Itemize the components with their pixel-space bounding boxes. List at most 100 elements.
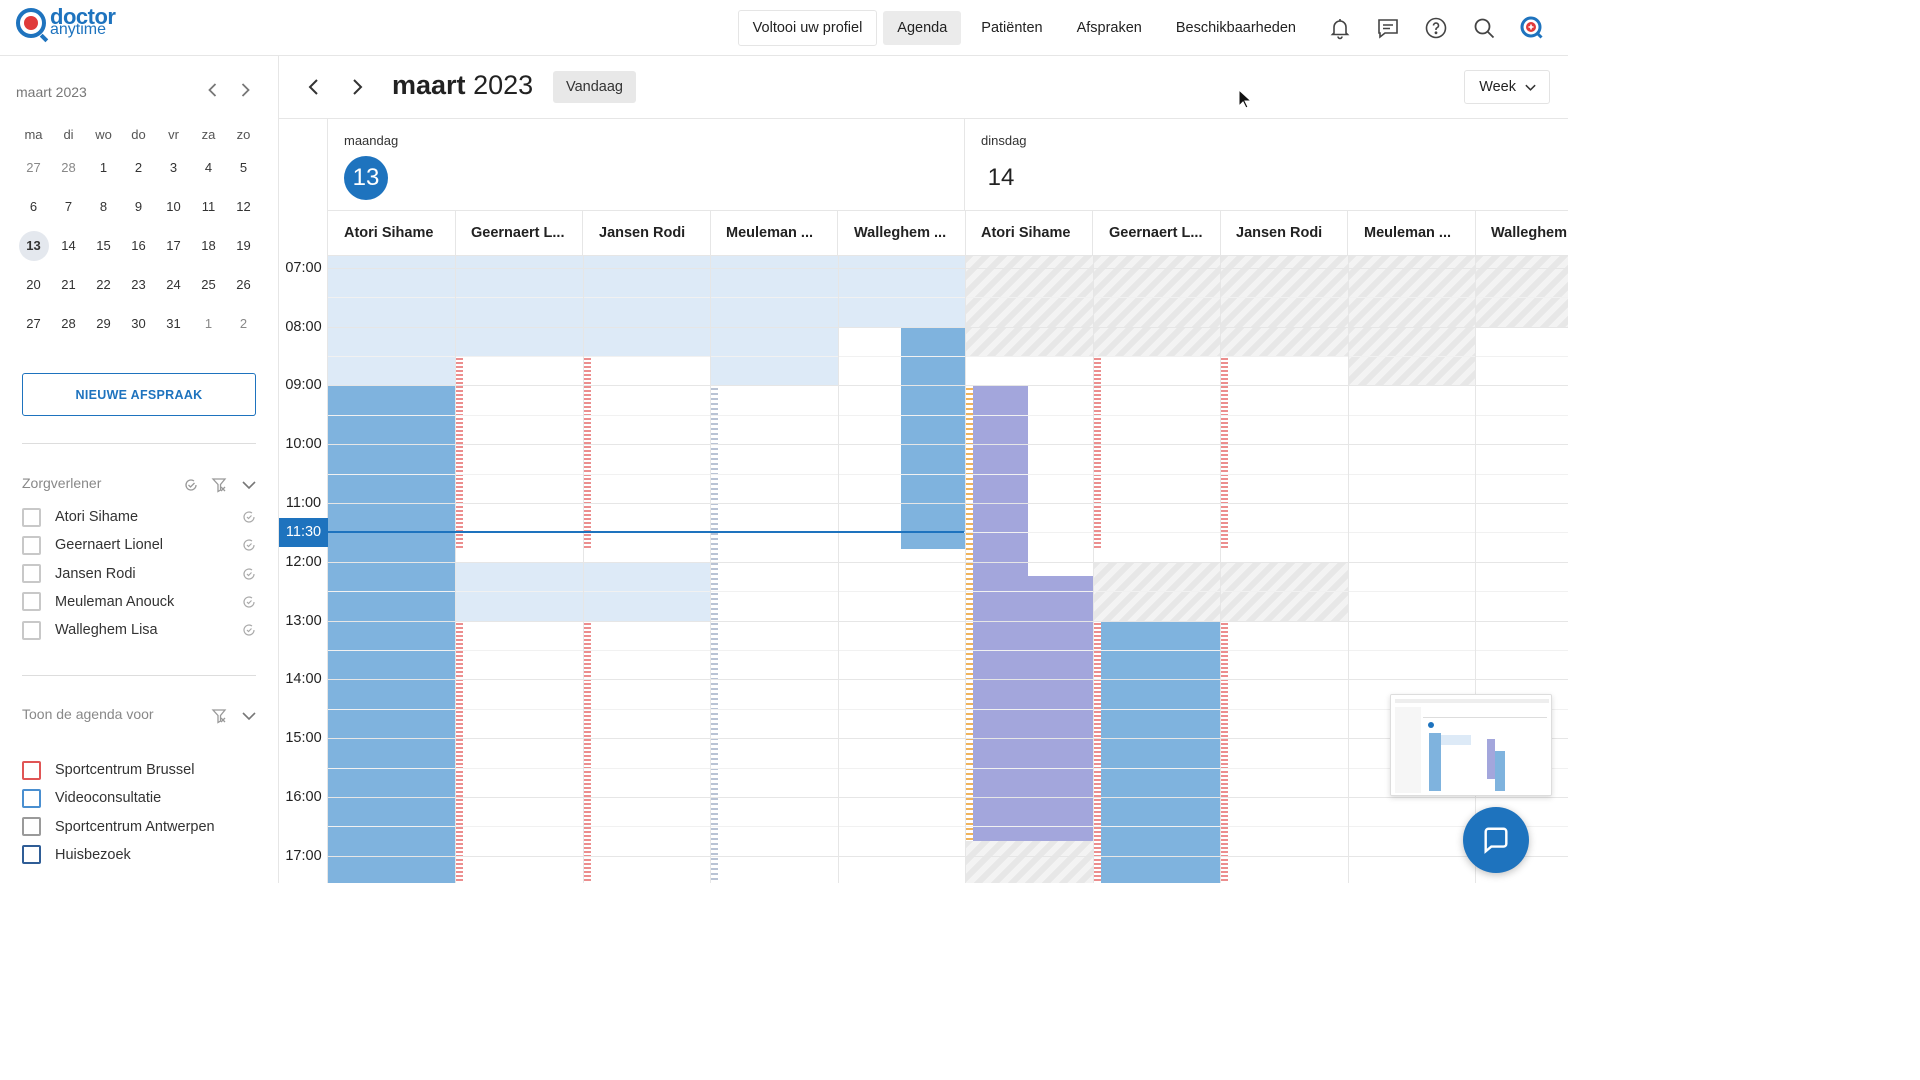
- closed-slot[interactable]: [965, 326, 1093, 356]
- resource-column-header[interactable]: Jansen Rodi: [583, 211, 711, 256]
- closed-slot[interactable]: [1348, 256, 1476, 327]
- mini-calendar-day[interactable]: 9: [134, 198, 143, 214]
- unavailable-slot[interactable]: [710, 256, 838, 386]
- mini-calendar-prev-icon[interactable]: [203, 80, 223, 100]
- mini-calendar-day[interactable]: 23: [131, 276, 146, 292]
- new-appointment-button[interactable]: NIEUWE AFSPRAAK: [22, 373, 256, 416]
- search-icon[interactable]: [1472, 16, 1496, 40]
- mini-calendar-day[interactable]: 25: [201, 276, 216, 292]
- bell-icon[interactable]: [1328, 16, 1352, 40]
- mini-calendar-day[interactable]: 17: [166, 237, 181, 253]
- provider-filter-item[interactable]: Atori Sihame: [22, 505, 256, 529]
- provider-filter-item[interactable]: Jansen Rodi: [22, 562, 256, 586]
- chevron-down-icon[interactable]: [241, 477, 257, 493]
- clear-filter-icon[interactable]: [211, 477, 227, 493]
- provider-filter-item[interactable]: Geernaert Lionel: [22, 533, 256, 557]
- provider-filter-item[interactable]: Meuleman Anouck: [22, 590, 256, 614]
- mini-calendar-day[interactable]: 7: [64, 198, 73, 214]
- resource-column-header[interactable]: Jansen Rodi: [1220, 211, 1348, 256]
- message-icon[interactable]: [1376, 16, 1400, 40]
- location-filter-item[interactable]: Videoconsultatie: [22, 786, 256, 810]
- mini-calendar-day[interactable]: 12: [236, 198, 251, 214]
- select-only-icon[interactable]: [242, 510, 256, 524]
- location-checkbox[interactable]: [22, 817, 41, 837]
- provider-checkbox[interactable]: [22, 535, 41, 555]
- unavailable-slot[interactable]: [455, 256, 583, 356]
- resource-column-header[interactable]: Geernaert L...: [1093, 211, 1221, 256]
- day-header-tuesday[interactable]: dinsdag 14: [965, 119, 1568, 211]
- prev-week-icon[interactable]: [303, 76, 325, 98]
- location-filter-item[interactable]: Huisbezoek: [22, 843, 256, 867]
- location-checkbox[interactable]: [22, 788, 41, 808]
- nav-agenda[interactable]: Agenda: [883, 11, 962, 45]
- mini-calendar-day[interactable]: 15: [96, 237, 111, 253]
- closed-slot[interactable]: [1093, 256, 1221, 327]
- next-week-icon[interactable]: [346, 76, 368, 98]
- chevron-down-icon[interactable]: [241, 708, 257, 724]
- mini-calendar-day[interactable]: 24: [166, 276, 181, 292]
- mini-calendar-day[interactable]: 28: [61, 159, 76, 175]
- provider-checkbox[interactable]: [22, 620, 41, 640]
- appointment-block[interactable]: [901, 326, 965, 549]
- unavailable-slot[interactable]: [583, 256, 711, 356]
- mini-calendar-day[interactable]: 27: [26, 315, 41, 331]
- appointment-block[interactable]: [973, 385, 1028, 577]
- chat-button[interactable]: [1463, 807, 1529, 873]
- resource-column-header[interactable]: Atori Sihame: [328, 211, 456, 256]
- mini-calendar-day[interactable]: 4: [204, 159, 213, 175]
- unavailable-slot[interactable]: [838, 256, 966, 327]
- mini-calendar-day[interactable]: 16: [131, 237, 146, 253]
- mini-calendar-day[interactable]: 20: [26, 276, 41, 292]
- nav-appointments[interactable]: Afspraken: [1076, 20, 1142, 36]
- closed-slot[interactable]: [1093, 326, 1221, 356]
- resource-column-header[interactable]: Walleghem: [1475, 211, 1568, 256]
- mini-calendar-day[interactable]: 27: [26, 159, 41, 175]
- provider-filter-item[interactable]: Walleghem Lisa: [22, 618, 256, 642]
- mini-calendar-day[interactable]: 21: [61, 276, 76, 292]
- appointment-block[interactable]: [1101, 620, 1221, 883]
- select-all-icon[interactable]: [183, 477, 199, 493]
- view-select[interactable]: Week: [1464, 70, 1550, 104]
- day-header-monday[interactable]: maandag 13: [328, 119, 965, 211]
- closed-slot[interactable]: [1220, 256, 1348, 327]
- today-button[interactable]: Vandaag: [553, 71, 636, 103]
- nav-patients[interactable]: Patiënten: [981, 20, 1043, 36]
- unavailable-slot[interactable]: [328, 256, 456, 386]
- resource-column-header[interactable]: Walleghem ...: [838, 211, 966, 256]
- mini-calendar-day[interactable]: 1: [99, 159, 108, 175]
- provider-checkbox[interactable]: [22, 592, 41, 612]
- mini-calendar-day[interactable]: 3: [169, 159, 178, 175]
- complete-profile-button[interactable]: Voltooi uw profiel: [737, 10, 878, 46]
- mini-calendar-day[interactable]: 1: [204, 315, 213, 331]
- mini-calendar-day[interactable]: 28: [61, 315, 76, 331]
- closed-slot[interactable]: [1220, 326, 1348, 356]
- closed-slot[interactable]: [1220, 561, 1348, 621]
- mini-calendar-day[interactable]: 19: [236, 237, 251, 253]
- location-checkbox[interactable]: [22, 760, 41, 780]
- select-only-icon[interactable]: [242, 595, 256, 609]
- closed-slot[interactable]: [1348, 326, 1476, 386]
- time-grid[interactable]: [328, 256, 1568, 883]
- mini-calendar-day[interactable]: 11: [201, 198, 216, 214]
- select-only-icon[interactable]: [242, 538, 256, 552]
- mini-calendar-day[interactable]: 14: [61, 237, 76, 253]
- appointment-block[interactable]: [328, 385, 456, 883]
- unavailable-slot[interactable]: [583, 561, 711, 621]
- select-only-icon[interactable]: [242, 623, 256, 637]
- resource-column-header[interactable]: Atori Sihame: [965, 211, 1093, 256]
- unavailable-slot[interactable]: [455, 561, 583, 621]
- resource-column-header[interactable]: Geernaert L...: [455, 211, 583, 256]
- mini-calendar-day[interactable]: 2: [239, 315, 248, 331]
- location-filter-item[interactable]: Sportcentrum Brussel: [22, 758, 256, 782]
- mini-calendar-day[interactable]: 22: [96, 276, 111, 292]
- nav-availabilities[interactable]: Beschikbaarheden: [1175, 20, 1296, 36]
- mini-calendar-day[interactable]: 30: [131, 315, 146, 331]
- clear-filter-icon[interactable]: [211, 708, 227, 724]
- doctor-anytime-logo[interactable]: doctor anytime: [16, 6, 116, 38]
- location-filter-item[interactable]: Sportcentrum Antwerpen: [22, 815, 256, 839]
- closed-slot[interactable]: [965, 841, 1093, 883]
- closed-slot[interactable]: [1475, 256, 1568, 327]
- mini-calendar-day[interactable]: 6: [29, 198, 38, 214]
- screen-preview-thumbnail[interactable]: [1390, 694, 1552, 796]
- mini-calendar-day[interactable]: 8: [99, 198, 108, 214]
